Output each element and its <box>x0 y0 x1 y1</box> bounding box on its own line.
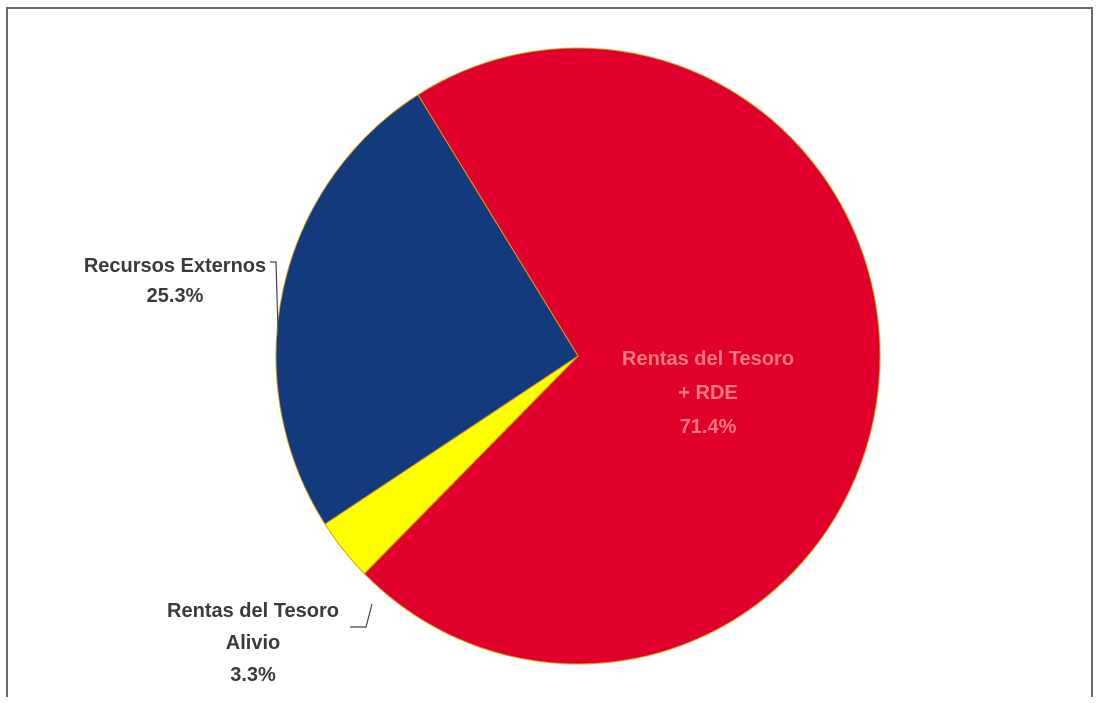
label-line: Rentas del Tesoro <box>167 600 339 622</box>
slice-recursos-externos <box>275 94 579 525</box>
leader-line-recursos-externos <box>270 261 279 331</box>
chart-frame <box>6 7 1093 697</box>
label-line: 3.3% <box>230 664 276 686</box>
label-line: Rentas del Tesoro <box>622 348 794 370</box>
label-line: 25.3% <box>147 285 204 307</box>
pie-labels: Rentas del Tesoro + RDE 71.4%Rentas del Te… <box>84 255 794 686</box>
slice-rentas-tesoro-rde <box>363 47 881 665</box>
pie-slices <box>275 47 881 665</box>
label-line: + RDE <box>678 382 737 404</box>
label-recursos-externos: Recursos Externos 25.3% <box>84 255 266 307</box>
label-rentas-tesoro-rde: Rentas del Tesoro + RDE 71.4% <box>622 348 794 438</box>
label-leader-lines <box>270 261 373 628</box>
label-line: Alivio <box>226 632 280 654</box>
label-rentas-tesoro-alivio: Rentas del Tesoro Alivio 3.3% <box>167 600 339 686</box>
label-line: Recursos Externos <box>84 255 266 277</box>
leader-line-alivio <box>350 603 373 628</box>
label-line: 71.4% <box>680 416 737 438</box>
